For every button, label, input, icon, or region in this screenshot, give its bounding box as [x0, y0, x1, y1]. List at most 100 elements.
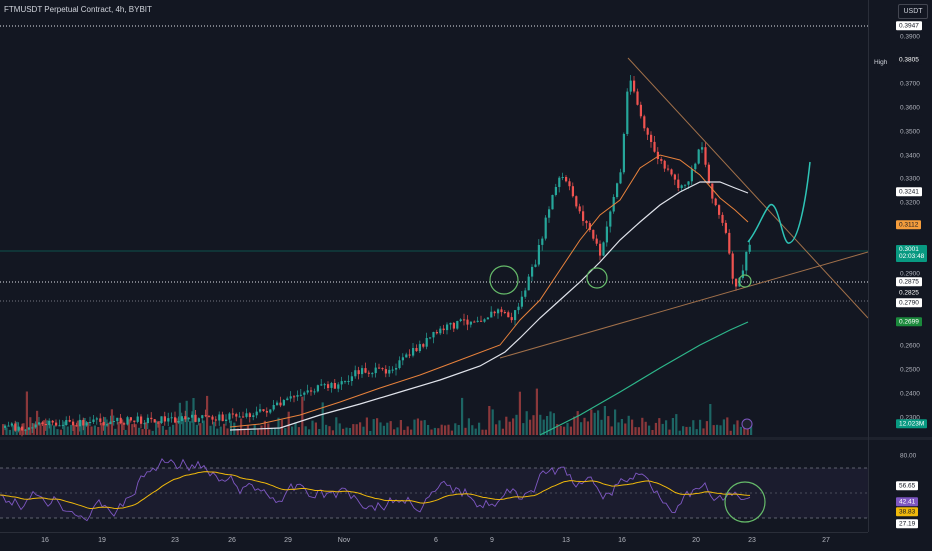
volume-bar: [739, 426, 742, 435]
volume-bar: [637, 427, 640, 435]
candle-body: [272, 405, 275, 410]
volume-bar: [471, 425, 474, 435]
candle-body: [106, 424, 109, 426]
price-tick: 0.2600: [900, 342, 920, 350]
volume-bar: [192, 398, 195, 435]
level-3-price-label: 0.2790: [896, 298, 922, 308]
volume-bar: [369, 431, 372, 435]
candle-body: [123, 423, 126, 425]
volume-bar: [563, 426, 566, 435]
candle-body: [673, 174, 676, 180]
candle-body: [497, 309, 500, 314]
candle-body: [136, 416, 139, 422]
price-chart-svg[interactable]: [0, 0, 868, 437]
volume-bar: [365, 417, 368, 435]
pane-separator[interactable]: [0, 437, 932, 440]
price-tick: 0.2900: [900, 270, 920, 278]
candle-body: [316, 385, 319, 392]
volume-bar: [515, 414, 518, 435]
volume-bar: [586, 421, 589, 435]
volume-bar: [726, 417, 729, 435]
candle-body: [55, 422, 58, 426]
date-tick: 16: [618, 537, 626, 544]
currency-button[interactable]: USDT: [898, 4, 928, 19]
candle-body: [418, 344, 421, 352]
volume-bar: [355, 424, 358, 435]
candle-body: [595, 238, 598, 244]
candle-body: [208, 416, 211, 418]
volume-bar: [318, 429, 321, 435]
volume-bar: [121, 419, 124, 435]
main-chart-pane[interactable]: [0, 0, 868, 437]
rsi-pane[interactable]: [0, 440, 868, 532]
price-tick: 0.3400: [900, 152, 920, 160]
candle-body: [384, 369, 387, 374]
volume-bar: [539, 414, 542, 435]
volume-bar: [648, 425, 651, 435]
candle-body: [602, 242, 605, 256]
volume-bar: [699, 419, 702, 435]
candle-body: [24, 429, 27, 431]
volume-bar: [651, 430, 654, 435]
volume-bar: [525, 411, 528, 435]
volume-bar: [457, 425, 460, 435]
volume-bar: [141, 429, 144, 435]
volume-bar: [518, 391, 521, 435]
candle-body: [493, 311, 496, 314]
volume-bar: [399, 420, 402, 435]
candle-body: [245, 413, 248, 417]
volume-bar: [620, 419, 623, 435]
volume-bar: [712, 425, 715, 435]
volume-bar: [107, 422, 110, 435]
price-tick: 0.2400: [900, 390, 920, 398]
candle-body: [313, 391, 316, 393]
candle-body: [626, 91, 629, 134]
candle-body: [480, 320, 483, 322]
volume-bar: [209, 425, 212, 435]
volume-bar: [63, 421, 66, 435]
rsi-chart-svg[interactable]: [0, 440, 868, 532]
candle-body: [286, 398, 289, 401]
volume-bar: [627, 415, 630, 435]
volume-bar: [498, 420, 501, 435]
volume-bar: [481, 429, 484, 435]
volume-bar: [240, 418, 243, 435]
volume-bar: [709, 404, 712, 435]
candle-body: [483, 319, 486, 322]
volume-bar: [603, 406, 606, 435]
candle-body: [721, 214, 724, 223]
volume-bar: [580, 422, 583, 435]
candle-body: [303, 392, 306, 395]
candle-body: [92, 419, 95, 422]
candle-body: [364, 368, 367, 373]
volume-bar: [331, 430, 334, 435]
candle-body: [500, 309, 503, 313]
volume-bar: [508, 421, 511, 435]
price-tick: 0.3600: [900, 104, 920, 112]
volume-bar: [688, 426, 691, 435]
volume-bar: [654, 422, 657, 435]
candle-body: [629, 80, 632, 92]
candle-body: [653, 141, 656, 152]
candle-body: [262, 409, 265, 411]
candle-body: [293, 396, 296, 398]
volume-bar: [97, 427, 100, 435]
volume-bar: [233, 422, 236, 435]
price-axis[interactable]: [868, 0, 932, 532]
volume-bar: [478, 422, 481, 435]
volume-bar: [389, 421, 392, 435]
volume-bar: [678, 430, 681, 435]
volume-bar: [8, 429, 11, 435]
volume-bar: [410, 429, 413, 435]
date-tick: 19: [98, 537, 106, 544]
volume-bar: [464, 427, 467, 435]
candle-body: [537, 245, 540, 265]
projection-path: [747, 161, 811, 244]
volume-bar: [624, 423, 627, 435]
candle-body: [361, 368, 364, 375]
volume-bar: [19, 427, 22, 435]
candle-body: [622, 134, 625, 173]
time-axis[interactable]: [0, 532, 868, 551]
candle-body: [31, 427, 34, 429]
candle-body: [85, 422, 88, 426]
